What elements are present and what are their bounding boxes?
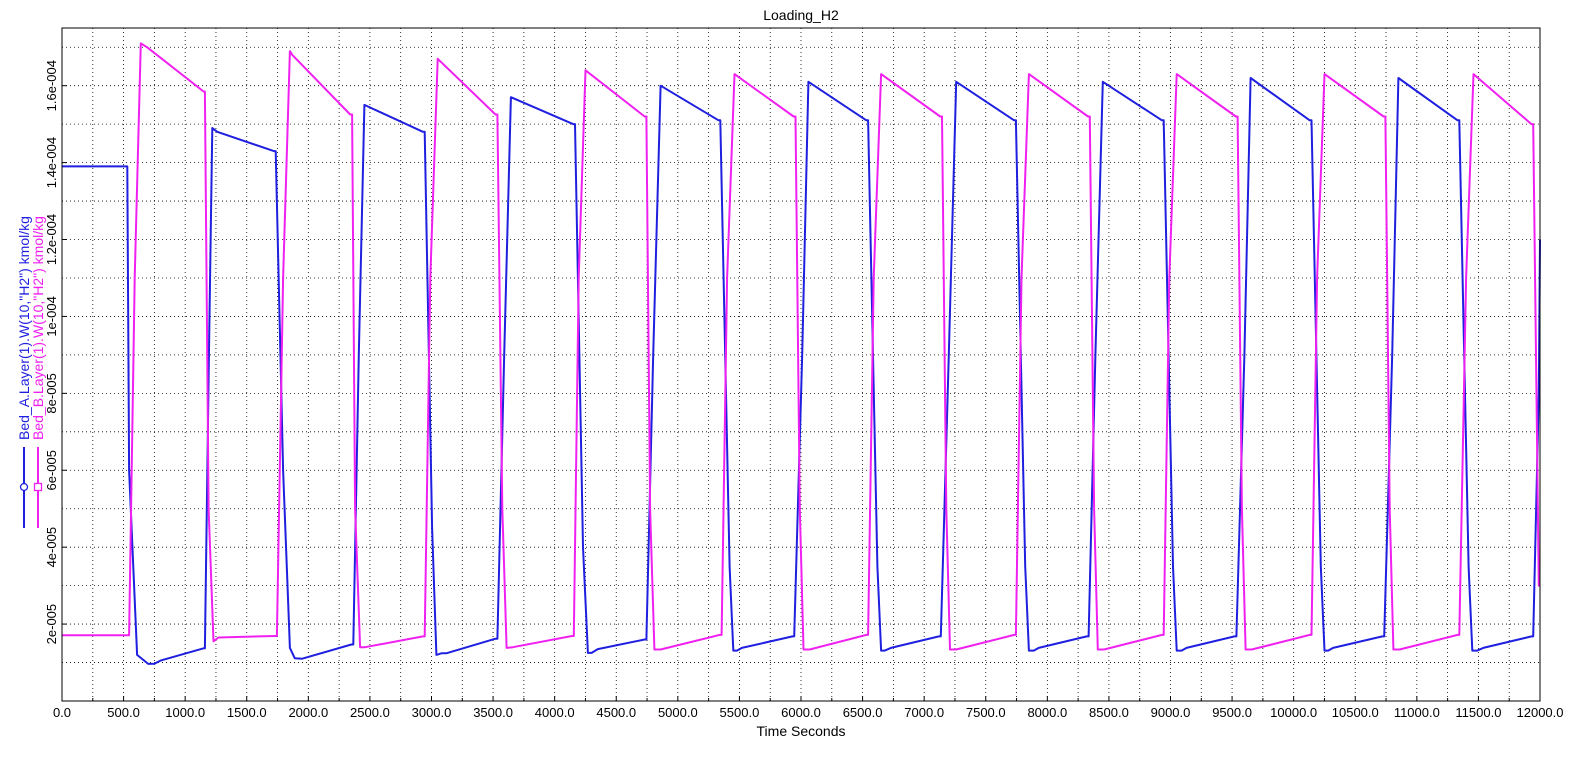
- x-tick-label: 1500.0: [227, 705, 267, 720]
- x-tick-label: 4500.0: [596, 705, 636, 720]
- series-line-bed-b: [62, 42, 1540, 651]
- grid: [62, 28, 1540, 701]
- x-tick-label: 9500.0: [1212, 705, 1252, 720]
- x-tick-label: 1000.0: [165, 705, 205, 720]
- x-tick-label: 7500.0: [966, 705, 1006, 720]
- x-axis: 0.0 500.0 1000.0 1500.0 2000.0 2500.0 3000.0 35…: [53, 696, 1564, 720]
- y-tick-label: 2e-005: [44, 604, 59, 644]
- legend-marker-square: [33, 482, 43, 492]
- y-tick-label: 1.6e-004: [44, 60, 59, 111]
- y-tick-label: 4e-005: [44, 527, 59, 567]
- series-layer: [62, 42, 1541, 665]
- chart-title: Loading_H2: [763, 7, 839, 23]
- x-tick-label: 6000.0: [781, 705, 821, 720]
- x-axis-label: Time Seconds: [757, 723, 846, 739]
- series-line-bed-a: [62, 77, 1541, 665]
- x-tick-label: 4000.0: [535, 705, 575, 720]
- x-tick-label: 11500.0: [1455, 705, 1501, 720]
- y-tick-label: 1.2e-004: [44, 214, 59, 265]
- y-axis: 2e-005 4e-005 6e-005 8e-005 1e-004 1.2e-004 1.…: [44, 60, 67, 644]
- x-tick-label: 5500.0: [720, 705, 760, 720]
- legend: Bed_A.Layer(1).W(10,"H2") kmol/kgBed_B.L…: [16, 216, 46, 528]
- y-tick-label: 1.4e-004: [44, 137, 59, 188]
- x-tick-label: 2500.0: [350, 705, 390, 720]
- x-tick-label: 2000.0: [288, 705, 328, 720]
- y-tick-label: 8e-005: [44, 373, 59, 413]
- x-tick-label: 10500.0: [1332, 705, 1379, 720]
- legend-label: Bed_A.Layer(1).W(10,"H2") kmol/kg: [16, 216, 32, 440]
- x-tick-label: 8500.0: [1089, 705, 1129, 720]
- y-tick-label: 6e-005: [44, 450, 59, 490]
- x-tick-label: 9000.0: [1151, 705, 1191, 720]
- x-tick-label: 12000.0: [1517, 705, 1564, 720]
- x-tick-label: 8000.0: [1027, 705, 1067, 720]
- legend-marker-circle: [19, 482, 29, 492]
- x-tick-label: 10000.0: [1270, 705, 1317, 720]
- x-tick-label: 5000.0: [658, 705, 698, 720]
- x-tick-label: 11000.0: [1394, 705, 1440, 720]
- x-tick-label: 3000.0: [412, 705, 452, 720]
- x-tick-label: 500.0: [107, 705, 140, 720]
- y-tick-label: 1e-004: [44, 296, 59, 336]
- x-tick-label: 7000.0: [904, 705, 944, 720]
- x-tick-label: 3500.0: [473, 705, 513, 720]
- legend-label: Bed_B.Layer(1).W(10,"H2") kmol/kg: [30, 216, 46, 440]
- x-tick-label: 6500.0: [843, 705, 883, 720]
- x-tick-label: 0.0: [53, 705, 71, 720]
